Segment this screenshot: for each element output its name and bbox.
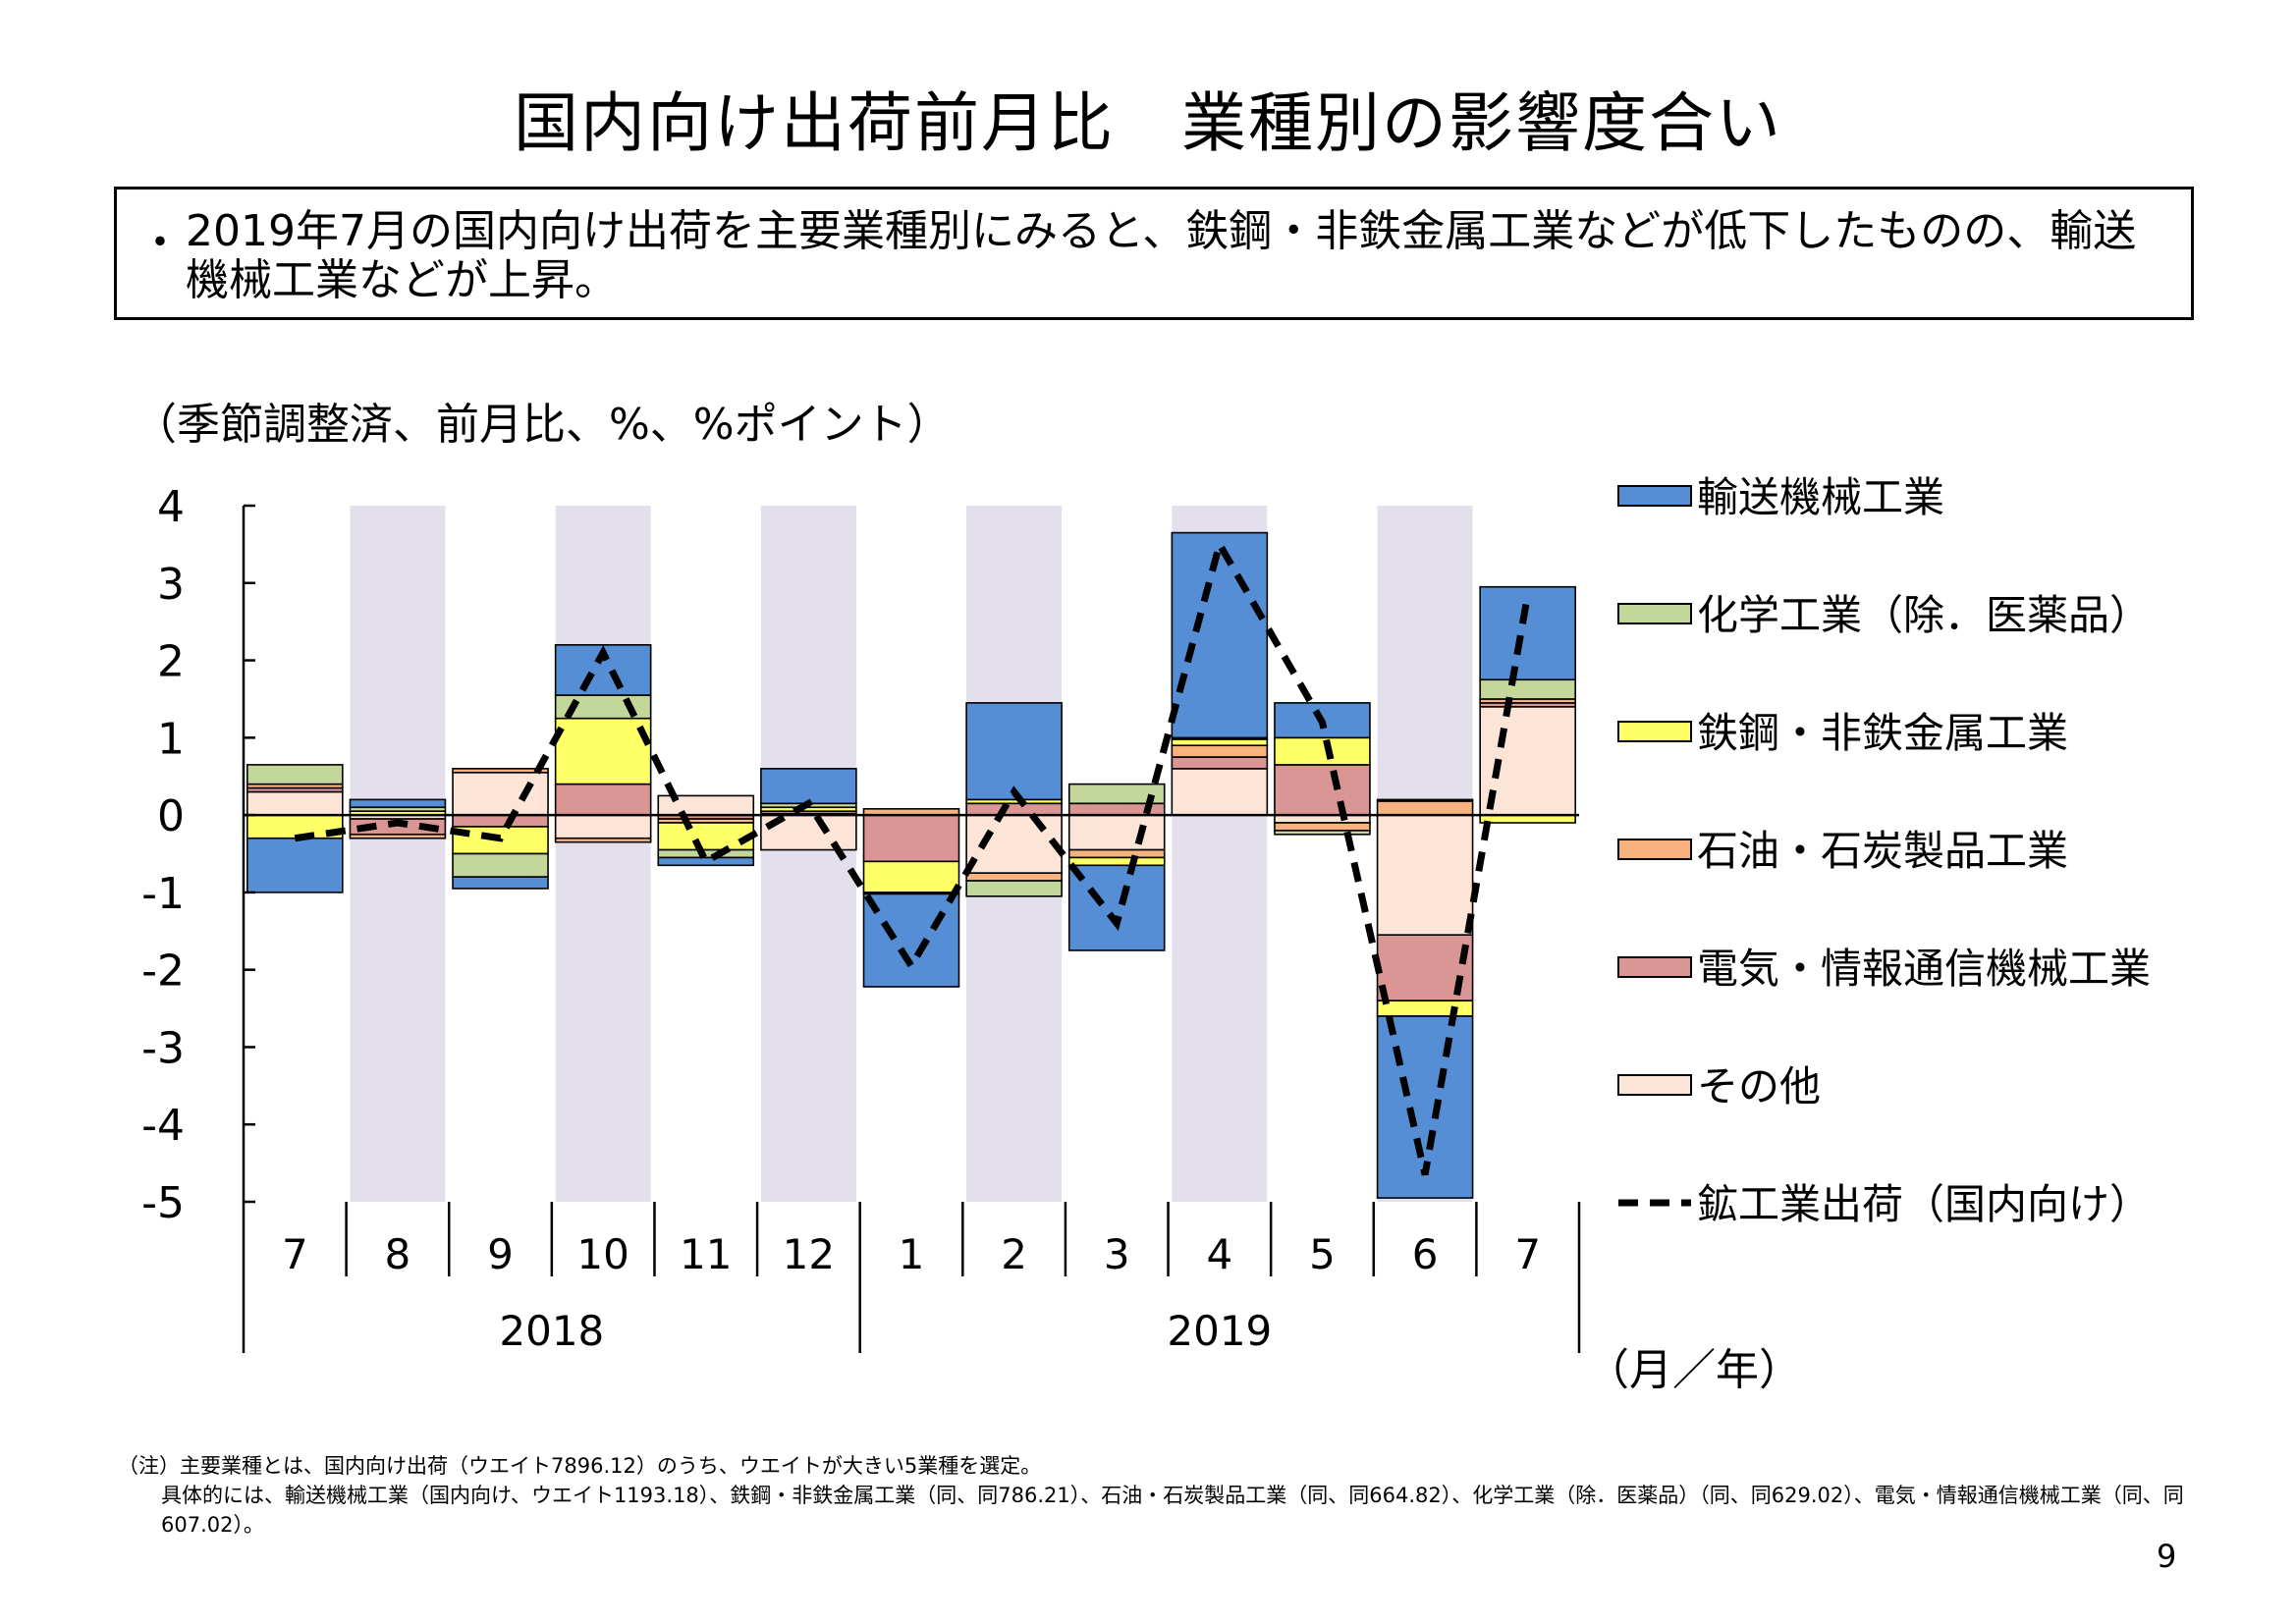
bar-segment [452,852,549,878]
bar-segment [1376,814,1474,937]
page-number: 9 [2157,1538,2177,1575]
bar-segment [554,717,652,785]
legend-swatch [1617,956,1692,978]
bar-segment [1067,864,1166,951]
legend-label: 鉱工業出荷（国内向け） [1697,1180,2151,1228]
bar-segment [452,771,549,816]
bar-segment [1376,800,1474,816]
bar-segment [1171,531,1269,739]
bar-segment [1171,738,1269,747]
bar-segment [1479,585,1576,681]
summary-text: 2019年7月の国内向け出荷を主要業種別にみると、鉄鋼・非鉄金属工業などが低下し… [186,206,2137,305]
bar-segment [965,872,1063,882]
bar-segment [1067,848,1166,859]
x-tick-label: 7 [282,1230,308,1278]
legend-label: 輸送機械工業 [1697,473,1944,521]
x-tick-label: 2 [1001,1230,1027,1278]
footnote-line-2: 具体的には、輸送機械工業（国内向け、ウエイト1193.18）、鉄鋼・非鉄金属工業… [161,1484,2184,1537]
bar-segment [1067,856,1166,867]
bar-segment [246,837,344,893]
legend-swatch [1617,721,1692,742]
x-tick-label: 12 [783,1230,835,1278]
legend-label: 化学工業（除．医薬品） [1697,591,2151,639]
bar-segment [1274,830,1371,836]
bar-segment [1067,783,1166,805]
shaded-column [555,506,651,1202]
bar-segment [862,860,960,893]
total-shipments-line [294,535,1532,1176]
y-tick-label: -3 [141,1023,185,1073]
legend-label: 鉄鋼・非鉄金属工業 [1697,709,2068,757]
bar-segment [965,880,1063,897]
units-note: （季節調整済、前月比、%、%ポイント） [134,400,951,450]
bar-segment [1171,756,1269,770]
bar-segment [246,790,344,816]
bar-segment [760,768,857,805]
footnote-line-1: （注）主要業種とは、国内向け出荷（ウエイト7896.12）のうち、ウエイトが大き… [118,1454,1042,1478]
bar-segment [349,834,447,839]
x-tick-label: 5 [1309,1230,1336,1278]
bar-segment [965,702,1063,801]
bar-segment [965,814,1063,874]
bar-segment [1067,814,1166,851]
year-label: 2018 [499,1307,604,1355]
bar-segment [657,856,755,867]
bar-segment [554,783,652,816]
y-tick-label: 3 [157,560,185,610]
bar-segment [1376,1000,1474,1017]
bar-segment [452,876,549,890]
summary-box: ・ 2019年7月の国内向け出荷を主要業種別にみると、鉄鋼・非鉄金属工業などが低… [114,187,2194,320]
bar-segment [1274,822,1371,832]
bar-segment [554,814,652,839]
bar-segment [1171,768,1269,816]
footnote: （注）主要業種とは、国内向け出荷（ウエイト7896.12）のうち、ウエイトが大き… [118,1451,2190,1540]
x-tick-label: 11 [680,1230,732,1278]
x-tick-label: 10 [576,1230,629,1278]
bar-segment [657,822,755,851]
legend-label: その他 [1697,1062,1821,1110]
bar-segment [1376,798,1474,802]
shaded-column [350,506,446,1202]
y-tick-label: 1 [157,714,185,764]
year-label: 2019 [1167,1307,1272,1355]
x-tick-label: 6 [1412,1230,1439,1278]
legend-swatch [1617,839,1692,860]
bar-segment [1171,744,1269,758]
x-tick-label: 7 [1514,1230,1541,1278]
y-tick-label: 0 [157,791,185,841]
legend-swatch [1617,1074,1692,1096]
bar-segment [965,802,1063,816]
legend-swatch [1617,603,1692,624]
x-tick-label: 4 [1206,1230,1232,1278]
y-tick-label: 4 [157,482,185,532]
bar-segment [1479,678,1576,700]
bar-segment [1274,764,1371,816]
bar-segment [1274,736,1371,766]
legend-label: 電気・情報通信機械工業 [1697,945,2151,993]
y-tick-label: -2 [141,947,185,997]
bar-segment [349,798,447,809]
bar-segment [554,837,652,843]
x-tick-label: 1 [899,1230,925,1278]
legend-swatch [1617,485,1692,507]
y-tick-label: 2 [157,637,185,687]
page-title: 国内向け出荷前月比 業種別の影響度合い [514,85,1782,161]
x-tick-label: 3 [1104,1230,1130,1278]
legend-label: 石油・石炭製品工業 [1697,827,2068,875]
x-tick-label: 9 [487,1230,514,1278]
summary-bullet: ・ [138,218,182,268]
y-tick-label: -1 [141,869,185,919]
x-tick-label: 8 [385,1230,411,1278]
bar-segment [452,814,549,828]
x-axis-unit-label: （月／年） [1586,1345,1802,1395]
y-tick-label: -4 [141,1101,185,1151]
bar-segment [862,814,960,863]
y-tick-label: -5 [141,1178,185,1228]
bar-segment [452,768,549,774]
bar-segment [246,764,344,785]
